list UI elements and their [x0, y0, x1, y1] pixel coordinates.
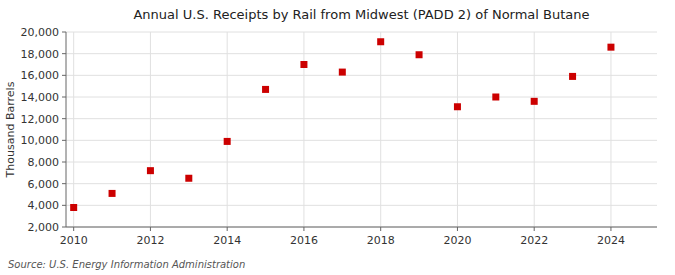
y-tick-label: 12,000: [21, 113, 60, 126]
x-grid-line: [457, 32, 458, 227]
title: Annual U.S. Receipts by Rail from Midwes…: [133, 7, 589, 22]
y-grid-line: [66, 140, 657, 141]
y-tick-label: 14,000: [21, 91, 60, 104]
point: [224, 138, 231, 145]
y-tick-label: 4,000: [28, 199, 60, 212]
axes: 2,000 4,000 6,000 8,000 10,000 12,000 14,000 16…: [21, 26, 658, 247]
point: [569, 73, 576, 80]
y-tick: [62, 183, 66, 184]
y-tick-label: 10,000: [21, 134, 60, 147]
y-tick-label: 8,000: [28, 156, 60, 169]
y-grid-line: [66, 97, 657, 98]
x-tick: [73, 227, 74, 231]
point: [416, 51, 423, 58]
x-tick: [610, 227, 611, 231]
x-tick-label: 2012: [136, 234, 164, 247]
y-tick: [62, 75, 66, 76]
y-axis-line: [66, 32, 67, 227]
point: [70, 204, 77, 211]
point: [109, 190, 116, 197]
y-tick: [62, 227, 66, 228]
x-tick-label: 2022: [520, 234, 548, 247]
y-tick-label: 16,000: [21, 69, 60, 82]
point: [607, 44, 614, 51]
chart: 2,000 4,000 6,000 8,000 10,000 12,000 14,000 16…: [0, 0, 675, 275]
y-tick: [62, 118, 66, 119]
point: [492, 94, 499, 101]
x-tick: [227, 227, 228, 231]
point: [531, 98, 538, 105]
y-grid-line: [66, 205, 657, 206]
x-tick: [534, 227, 535, 231]
x-grid-line: [150, 32, 151, 227]
y-tick: [62, 32, 66, 33]
point: [185, 175, 192, 182]
x-grid-line: [380, 32, 381, 227]
point: [454, 103, 461, 110]
x-grid-line: [534, 32, 535, 227]
x-tick-label: 2018: [367, 234, 395, 247]
y-grid-line: [66, 75, 657, 76]
x-tick: [380, 227, 381, 231]
y-grid-line: [66, 118, 657, 119]
y-grid-line: [66, 53, 657, 54]
y-tick: [62, 140, 66, 141]
x-tick-label: 2014: [213, 234, 241, 247]
x-tick: [150, 227, 151, 231]
y-tick: [62, 162, 66, 163]
points: [70, 38, 614, 211]
y-grid-line: [66, 183, 657, 184]
x-grid-line: [227, 32, 228, 227]
y-tick-label: 6,000: [28, 178, 60, 191]
y-tick: [62, 53, 66, 54]
x-grid-line: [610, 32, 611, 227]
point: [300, 61, 307, 68]
point: [147, 167, 154, 174]
x-tick: [457, 227, 458, 231]
point: [377, 38, 384, 45]
y-axis-label: Thousand Barrels: [4, 81, 17, 178]
y-tick: [62, 205, 66, 206]
x-grid-line: [73, 32, 74, 227]
x-tick-label: 2010: [60, 234, 88, 247]
point: [339, 69, 346, 76]
x-tick-label: 2020: [443, 234, 471, 247]
x-tick-label: 2016: [290, 234, 318, 247]
y-tick-label: 18,000: [21, 48, 60, 61]
source-note: Source: U.S. Energy Information Administ…: [8, 259, 245, 270]
x-tick: [303, 227, 304, 231]
x-axis-line: [66, 227, 657, 228]
y-grid-line: [66, 162, 657, 163]
x-tick-label: 2024: [597, 234, 625, 247]
y-tick-label: 20,000: [21, 26, 60, 39]
point: [262, 86, 269, 93]
y-tick: [62, 97, 66, 98]
y-tick-label: 2,000: [28, 221, 60, 234]
y-grid-line: [66, 32, 657, 33]
y-grid-line: [66, 227, 657, 228]
grid: [66, 32, 657, 227]
